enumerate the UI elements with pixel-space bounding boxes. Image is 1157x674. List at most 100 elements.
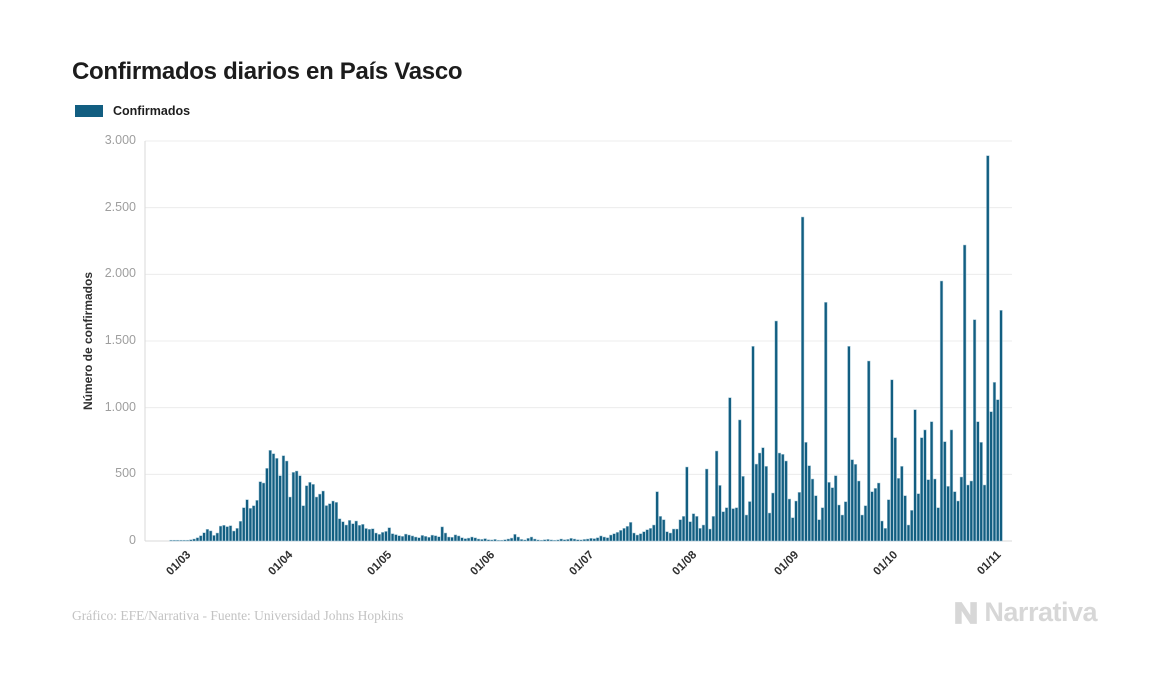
bar[interactable] bbox=[506, 538, 510, 542]
bar[interactable] bbox=[238, 521, 243, 542]
bar[interactable] bbox=[533, 538, 537, 542]
bar[interactable] bbox=[318, 493, 322, 542]
bar[interactable] bbox=[744, 514, 749, 542]
bar[interactable] bbox=[424, 536, 428, 542]
bar[interactable] bbox=[572, 538, 577, 542]
bar[interactable] bbox=[493, 539, 497, 542]
bar[interactable] bbox=[949, 429, 954, 542]
bar[interactable] bbox=[883, 528, 887, 542]
bar[interactable] bbox=[559, 538, 563, 542]
bar[interactable] bbox=[460, 537, 464, 542]
bar[interactable] bbox=[278, 475, 282, 542]
bar[interactable] bbox=[212, 535, 216, 542]
bar[interactable] bbox=[539, 539, 543, 542]
bar[interactable] bbox=[437, 536, 441, 542]
bar[interactable] bbox=[705, 468, 709, 542]
bar[interactable] bbox=[430, 534, 434, 542]
bar[interactable] bbox=[718, 485, 722, 542]
bar[interactable] bbox=[893, 437, 897, 542]
bar[interactable] bbox=[648, 528, 653, 542]
bar[interactable] bbox=[982, 484, 987, 542]
bar[interactable] bbox=[443, 532, 448, 542]
bar[interactable] bbox=[397, 535, 401, 542]
bar[interactable] bbox=[668, 532, 672, 542]
bar[interactable] bbox=[959, 476, 963, 542]
bar[interactable] bbox=[182, 539, 186, 542]
bar[interactable] bbox=[695, 516, 699, 542]
bar[interactable] bbox=[986, 155, 990, 542]
bar[interactable] bbox=[381, 532, 385, 542]
bar[interactable] bbox=[632, 532, 636, 542]
bar[interactable] bbox=[837, 504, 841, 542]
bar[interactable] bbox=[834, 475, 838, 542]
bar[interactable] bbox=[979, 442, 983, 542]
bar[interactable] bbox=[701, 524, 706, 542]
bar[interactable] bbox=[417, 537, 421, 542]
bar[interactable] bbox=[394, 534, 398, 542]
bar[interactable] bbox=[338, 518, 342, 542]
bar[interactable] bbox=[440, 526, 444, 542]
bar[interactable] bbox=[675, 528, 679, 542]
bar[interactable] bbox=[374, 532, 378, 542]
bar[interactable] bbox=[295, 470, 299, 542]
bar[interactable] bbox=[777, 452, 782, 542]
bar[interactable] bbox=[324, 505, 329, 542]
bar[interactable] bbox=[566, 539, 570, 542]
bar[interactable] bbox=[847, 346, 851, 542]
bar[interactable] bbox=[523, 539, 527, 542]
bar[interactable] bbox=[304, 485, 309, 542]
bar[interactable] bbox=[473, 537, 477, 542]
bar[interactable] bbox=[721, 511, 725, 542]
bar[interactable] bbox=[410, 535, 415, 542]
bar[interactable] bbox=[367, 529, 372, 542]
bar[interactable] bbox=[354, 520, 358, 542]
bar[interactable] bbox=[301, 505, 305, 542]
bar[interactable] bbox=[642, 531, 646, 542]
bar[interactable] bbox=[622, 528, 626, 542]
bar[interactable] bbox=[625, 526, 629, 542]
bar[interactable] bbox=[546, 539, 550, 542]
bar[interactable] bbox=[619, 530, 623, 542]
bar[interactable] bbox=[496, 539, 501, 542]
bar[interactable] bbox=[930, 421, 934, 542]
bar[interactable] bbox=[222, 525, 226, 542]
bar[interactable] bbox=[916, 493, 920, 542]
bar[interactable] bbox=[602, 536, 606, 542]
bar[interactable] bbox=[989, 411, 993, 542]
bar[interactable] bbox=[242, 507, 246, 542]
bar[interactable] bbox=[933, 478, 937, 542]
bar[interactable] bbox=[414, 536, 418, 542]
bar[interactable] bbox=[235, 528, 239, 542]
bar[interactable] bbox=[176, 539, 180, 542]
bar[interactable] bbox=[655, 491, 659, 542]
bar[interactable] bbox=[351, 523, 355, 542]
bar[interactable] bbox=[258, 481, 262, 542]
bar[interactable] bbox=[261, 482, 266, 542]
bar[interactable] bbox=[678, 519, 682, 542]
bar[interactable] bbox=[688, 521, 692, 542]
bar[interactable] bbox=[331, 500, 335, 542]
bar[interactable] bbox=[199, 535, 203, 542]
bar[interactable] bbox=[569, 538, 573, 542]
bar[interactable] bbox=[794, 500, 798, 542]
bar[interactable] bbox=[645, 529, 649, 542]
bar[interactable] bbox=[390, 533, 395, 542]
bar[interactable] bbox=[265, 468, 269, 542]
bar[interactable] bbox=[953, 491, 957, 542]
bar[interactable] bbox=[328, 503, 332, 542]
bar[interactable] bbox=[662, 519, 666, 542]
bar[interactable] bbox=[658, 516, 663, 542]
bar[interactable] bbox=[873, 488, 877, 542]
bar[interactable] bbox=[771, 492, 775, 542]
bar[interactable] bbox=[536, 539, 540, 542]
bar[interactable] bbox=[738, 419, 742, 542]
bar[interactable] bbox=[767, 512, 772, 542]
bar[interactable] bbox=[734, 507, 739, 542]
bar[interactable] bbox=[781, 454, 785, 542]
bar[interactable] bbox=[321, 490, 325, 542]
bar[interactable] bbox=[910, 510, 914, 542]
bar[interactable] bbox=[592, 538, 596, 542]
bar[interactable] bbox=[920, 437, 924, 542]
bar[interactable] bbox=[589, 538, 593, 542]
bar[interactable] bbox=[966, 484, 970, 542]
